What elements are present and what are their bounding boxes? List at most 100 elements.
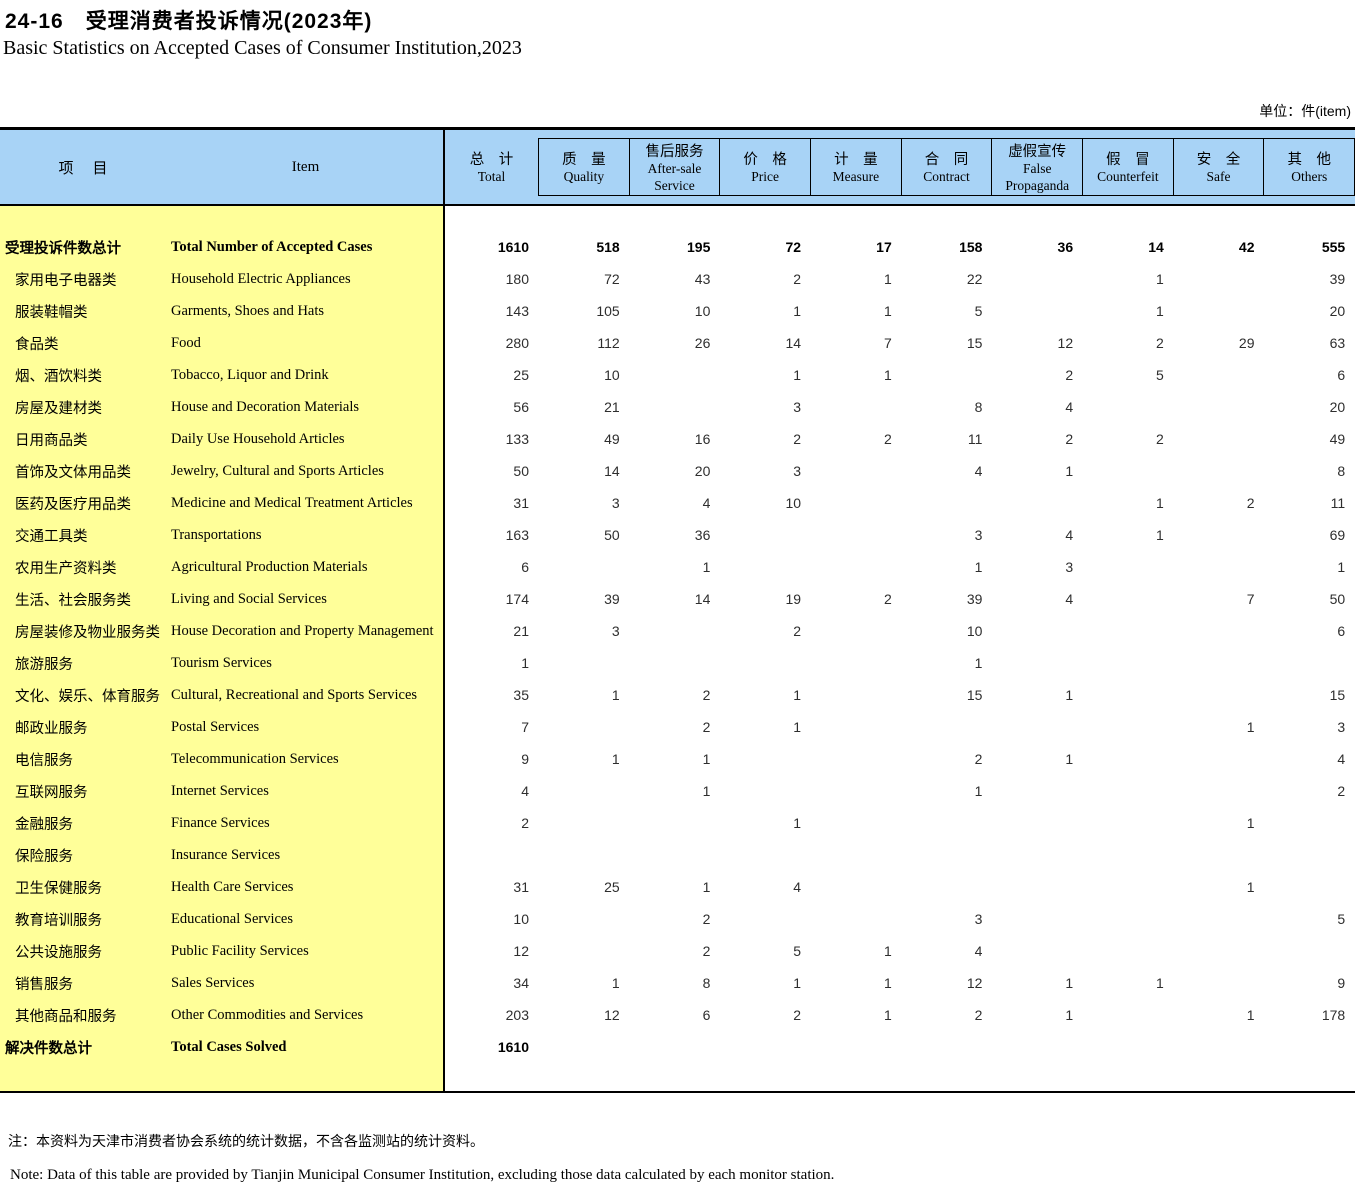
column-header-english: Others bbox=[1291, 169, 1328, 185]
cell-measure: 1 bbox=[883, 303, 892, 319]
cell-contract: 15 bbox=[966, 687, 983, 703]
row-label-english: Transportations bbox=[171, 526, 262, 543]
cell-total: 10 bbox=[513, 911, 529, 927]
cell-false-propaganda: 4 bbox=[1065, 399, 1074, 415]
row-label-english: Jewelry, Cultural and Sports Articles bbox=[171, 462, 384, 479]
cell-others: 69 bbox=[1329, 527, 1346, 543]
cell-total: 133 bbox=[505, 431, 529, 447]
cell-price: 10 bbox=[785, 495, 802, 511]
page-title-english: Basic Statistics on Accepted Cases of Co… bbox=[3, 37, 522, 59]
cell-safe: 1 bbox=[1246, 879, 1255, 895]
cell-price: 4 bbox=[793, 879, 802, 895]
row-label-english: Medicine and Medical Treatment Articles bbox=[171, 494, 413, 511]
cell-quality: 12 bbox=[604, 1007, 620, 1023]
cell-total: 1 bbox=[521, 655, 529, 671]
row-label-english: Postal Services bbox=[171, 718, 260, 735]
column-header-chinese: 其 他 bbox=[1287, 152, 1331, 169]
cell-others: 11 bbox=[1330, 495, 1346, 511]
cell-contract: 2 bbox=[974, 1007, 983, 1023]
cell-price: 5 bbox=[793, 943, 802, 959]
cell-others: 3 bbox=[1337, 719, 1346, 735]
cell-quality: 3 bbox=[611, 623, 620, 639]
cell-price: 72 bbox=[785, 239, 802, 255]
row-label-chinese: 电信服务 bbox=[15, 752, 73, 769]
table-row: 电信服务 Telecommunication Services 9 1 1 2 1 4 bbox=[0, 743, 1355, 775]
cell-price: 2 bbox=[793, 623, 802, 639]
cell-total: 4 bbox=[521, 783, 529, 799]
cell-price: 3 bbox=[793, 463, 802, 479]
cell-others: 8 bbox=[1337, 463, 1346, 479]
cell-quality: 10 bbox=[604, 367, 620, 383]
cell-after-sale: 1 bbox=[702, 751, 711, 767]
table-header: 项 目 Item 总 计 Total 质 量 Quality 售后服务 After-s… bbox=[0, 130, 1355, 206]
cell-false-propaganda: 4 bbox=[1065, 527, 1074, 543]
column-header-total: 总 计 Total bbox=[445, 130, 538, 204]
cell-false-propaganda: 1 bbox=[1065, 687, 1074, 703]
cell-total: 163 bbox=[505, 527, 529, 543]
item-header-chinese: 项 目 bbox=[58, 159, 110, 177]
row-label-english: Sales Services bbox=[171, 974, 255, 991]
row-label-english: Finance Services bbox=[171, 814, 270, 831]
cell-contract: 8 bbox=[974, 399, 983, 415]
cell-price: 2 bbox=[793, 1007, 802, 1023]
page-title-chinese: 24-16 受理消费者投诉情况(2023年) bbox=[5, 10, 373, 33]
cell-measure: 1 bbox=[883, 1007, 892, 1023]
cell-counterfeit: 1 bbox=[1156, 271, 1164, 287]
column-header-english: Price bbox=[751, 169, 780, 185]
cell-false-propaganda: 1 bbox=[1065, 463, 1074, 479]
cell-contract: 10 bbox=[966, 623, 983, 639]
row-label-chinese: 日用商品类 bbox=[15, 432, 88, 449]
cell-total: 9 bbox=[521, 751, 529, 767]
cell-price: 1 bbox=[793, 815, 802, 831]
column-header-contract: 合 同 Contract bbox=[900, 138, 993, 196]
cell-contract: 1 bbox=[974, 655, 983, 671]
cell-measure: 1 bbox=[883, 943, 892, 959]
unit-label: 单位：件(item) bbox=[1259, 103, 1351, 119]
cell-contract: 158 bbox=[959, 239, 983, 255]
cell-after-sale: 1 bbox=[702, 879, 711, 895]
column-header-safe: 安 全 Safe bbox=[1172, 138, 1265, 196]
row-label-chinese: 文化、娱乐、体育服务 bbox=[15, 688, 160, 705]
cell-total: 21 bbox=[513, 623, 529, 639]
cell-contract: 4 bbox=[974, 463, 983, 479]
row-label-chinese: 家用电子电器类 bbox=[15, 272, 117, 289]
cell-false-propaganda: 2 bbox=[1065, 367, 1074, 383]
row-label-english: Insurance Services bbox=[171, 846, 281, 863]
row-label-english: Agricultural Production Materials bbox=[171, 558, 368, 575]
row-label-english: Living and Social Services bbox=[171, 590, 327, 607]
cell-total: 25 bbox=[513, 367, 529, 383]
row-label-english: Internet Services bbox=[171, 782, 269, 799]
cell-safe: 1 bbox=[1246, 815, 1255, 831]
cell-safe: 29 bbox=[1238, 335, 1255, 351]
row-label-chinese: 生活、社会服务类 bbox=[15, 592, 131, 609]
row-label-english: Other Commodities and Services bbox=[171, 1006, 364, 1023]
cell-after-sale: 43 bbox=[694, 271, 711, 287]
cell-quality: 112 bbox=[597, 335, 620, 351]
cell-measure: 1 bbox=[883, 271, 892, 287]
column-header-english: False Propaganda bbox=[1005, 161, 1070, 193]
cell-quality: 21 bbox=[604, 399, 620, 415]
row-label-chinese: 保险服务 bbox=[15, 848, 73, 865]
cell-others: 4 bbox=[1337, 751, 1346, 767]
cell-safe: 1 bbox=[1246, 1007, 1255, 1023]
row-label-english: Public Facility Services bbox=[171, 942, 309, 959]
column-header-measure: 计 量 Measure bbox=[810, 138, 902, 196]
cell-others: 39 bbox=[1329, 271, 1346, 287]
cell-safe: 1 bbox=[1246, 719, 1255, 735]
statistics-table: 项 目 Item 总 计 Total 质 量 Quality 售后服务 After-s… bbox=[0, 127, 1355, 1093]
table-row: 公共设施服务 Public Facility Services 12 2 5 1 4 bbox=[0, 935, 1355, 967]
cell-contract: 1 bbox=[974, 559, 983, 575]
table-row: 生活、社会服务类 Living and Social Services 174 39 1… bbox=[0, 583, 1355, 615]
column-header-chinese: 售后服务 bbox=[645, 144, 704, 161]
cell-after-sale: 14 bbox=[694, 591, 711, 607]
row-label-english: Health Care Services bbox=[171, 878, 294, 895]
cell-contract: 22 bbox=[966, 271, 983, 287]
row-label-english: Household Electric Appliances bbox=[171, 270, 351, 287]
cell-total: 180 bbox=[505, 271, 529, 287]
cell-total: 34 bbox=[513, 975, 529, 991]
column-header-english: Quality bbox=[563, 169, 605, 185]
table-row: 烟、酒饮料类 Tobacco, Liquor and Drink 25 10 1 1 2 5 6 bbox=[0, 359, 1355, 391]
cell-safe: 42 bbox=[1238, 239, 1255, 255]
table-row: 其他商品和服务 Other Commodities and Services 203… bbox=[0, 999, 1355, 1031]
cell-false-propaganda: 1 bbox=[1065, 975, 1074, 991]
